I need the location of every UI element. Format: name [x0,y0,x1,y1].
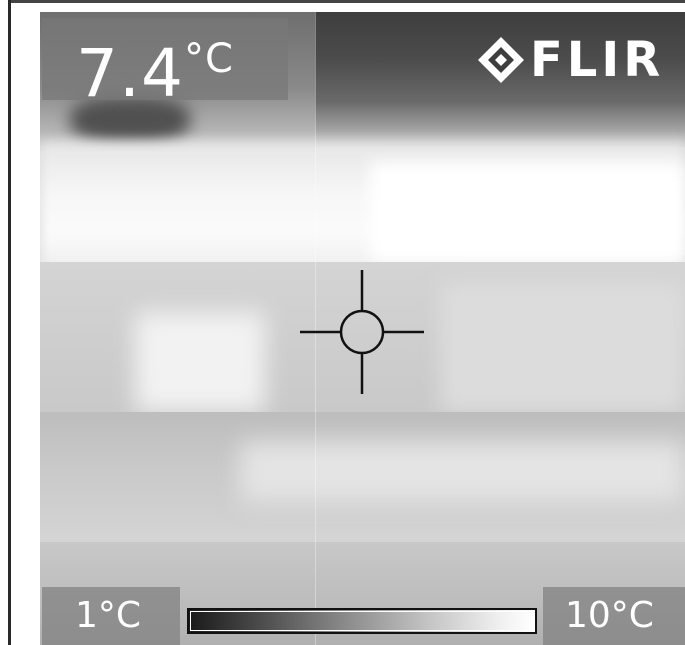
scene-warm-band-lower [240,442,685,502]
temperature-unit: °C [183,36,234,82]
scene-warm-patch-right [440,282,685,412]
image-seam [315,12,316,645]
temperature-readout-box [42,18,288,100]
scene-dark-patch [70,97,190,142]
flir-logo-text: FLIR [530,32,665,88]
scale-max-box [543,587,685,645]
temperature-readout: 7.4°C [76,18,234,115]
frame-left-border [8,0,11,645]
scene-bright-patch [370,162,685,262]
scene-warm-patch-left [135,312,265,412]
scale-min-label: 1°C [75,595,142,636]
frame-top-border [8,0,685,3]
scale-min-box [42,587,180,645]
scale-bar-highlight [190,611,534,631]
flir-logo: FLIR [476,30,664,90]
temperature-scale-bar [187,608,537,634]
spot-meter-crosshair-icon [300,270,424,394]
flir-diamond-icon [478,37,524,83]
scale-max-label: 10°C [565,595,654,636]
temperature-value: 7.4 [76,35,184,112]
